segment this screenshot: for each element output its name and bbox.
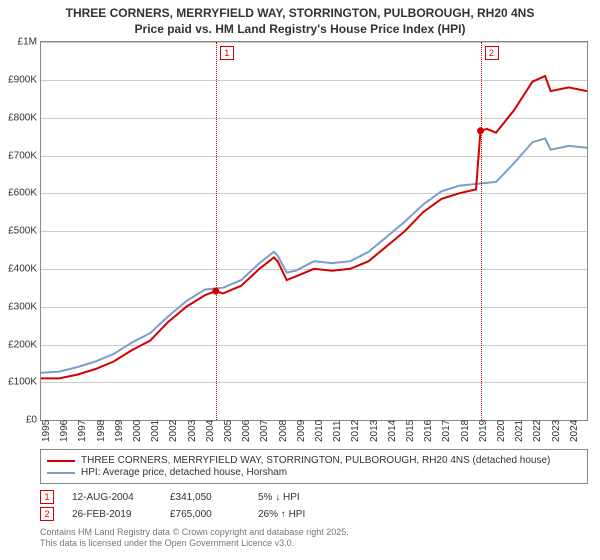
event-badge: 2 xyxy=(40,507,54,521)
x-tick-label: 2017 xyxy=(441,420,452,442)
x-tick-label: 2021 xyxy=(514,420,525,442)
legend-row-hpi: HPI: Average price, detached house, Hors… xyxy=(47,467,581,478)
event-pct: 26% ↑ HPI xyxy=(258,509,338,520)
legend: THREE CORNERS, MERRYFIELD WAY, STORRINGT… xyxy=(40,449,588,484)
event-date: 26-FEB-2019 xyxy=(72,509,152,520)
event-row: 1 12-AUG-2004 £341,050 5% ↓ HPI xyxy=(40,490,588,504)
legend-label-price-paid: THREE CORNERS, MERRYFIELD WAY, STORRINGT… xyxy=(81,455,550,466)
transaction-marker-badge: 1 xyxy=(220,46,234,60)
x-tick-label: 1996 xyxy=(59,420,70,442)
x-tick-label: 2023 xyxy=(551,420,562,442)
x-tick-label: 2010 xyxy=(314,420,325,442)
x-tick-label: 2015 xyxy=(405,420,416,442)
y-axis-ticks: £0£100K£200K£300K£400K£500K£600K£700K£80… xyxy=(3,42,39,420)
x-tick-label: 2019 xyxy=(478,420,489,442)
event-price: £341,050 xyxy=(170,492,240,503)
attribution: Contains HM Land Registry data © Crown c… xyxy=(40,527,588,549)
x-tick-label: 1998 xyxy=(96,420,107,442)
y-tick-label: £700K xyxy=(3,150,37,161)
series-price_paid xyxy=(41,76,587,378)
x-tick-label: 2014 xyxy=(387,420,398,442)
legend-row-price-paid: THREE CORNERS, MERRYFIELD WAY, STORRINGT… xyxy=(47,455,581,466)
y-tick-label: £0 xyxy=(3,415,37,426)
x-tick-label: 2018 xyxy=(460,420,471,442)
chart-lines-svg xyxy=(41,42,587,420)
y-tick-label: £500K xyxy=(3,226,37,237)
y-tick-label: £400K xyxy=(3,263,37,274)
legend-label-hpi: HPI: Average price, detached house, Hors… xyxy=(81,467,287,478)
x-tick-label: 2006 xyxy=(241,420,252,442)
x-tick-label: 2007 xyxy=(259,420,270,442)
x-tick-label: 2020 xyxy=(496,420,507,442)
transaction-marker: 1 xyxy=(216,42,217,420)
x-axis-ticks: 1995 1996 1997 1998 1999 2000 2001 2002 2003 2004… xyxy=(41,420,587,444)
x-tick-label: 1997 xyxy=(77,420,88,442)
x-tick-label: 2000 xyxy=(132,420,143,442)
event-pct: 5% ↓ HPI xyxy=(258,492,338,503)
y-tick-label: £600K xyxy=(3,188,37,199)
y-tick-label: £1M xyxy=(3,37,37,48)
title-line2: Price paid vs. HM Land Registry's House … xyxy=(135,22,466,36)
x-tick-label: 2008 xyxy=(278,420,289,442)
event-date: 12-AUG-2004 xyxy=(72,492,152,503)
title-line1: THREE CORNERS, MERRYFIELD WAY, STORRINGT… xyxy=(66,6,535,20)
y-tick-label: £900K xyxy=(3,74,37,85)
y-tick-label: £100K xyxy=(3,377,37,388)
x-tick-label: 2012 xyxy=(350,420,361,442)
x-tick-label: 2005 xyxy=(223,420,234,442)
x-tick-label: 2001 xyxy=(150,420,161,442)
x-tick-label: 2016 xyxy=(423,420,434,442)
event-badge: 1 xyxy=(40,490,54,504)
y-tick-label: £800K xyxy=(3,112,37,123)
x-tick-label: 1999 xyxy=(114,420,125,442)
x-tick-label: 1995 xyxy=(41,420,52,442)
x-tick-label: 2024 xyxy=(569,420,580,442)
legend-swatch-price-paid xyxy=(47,460,75,462)
series-hpi xyxy=(41,139,587,373)
x-tick-label: 2003 xyxy=(187,420,198,442)
transaction-marker-badge: 2 xyxy=(485,46,499,60)
event-price: £765,000 xyxy=(170,509,240,520)
x-tick-label: 2004 xyxy=(205,420,216,442)
attribution-line1: Contains HM Land Registry data © Crown c… xyxy=(40,527,349,537)
x-tick-label: 2022 xyxy=(532,420,543,442)
x-tick-label: 2011 xyxy=(332,421,343,443)
chart-plot-area: £0£100K£200K£300K£400K£500K£600K£700K£80… xyxy=(40,41,588,421)
x-tick-label: 2002 xyxy=(168,420,179,442)
transaction-events: 1 12-AUG-2004 £341,050 5% ↓ HPI 2 26-FEB-2019… xyxy=(40,490,588,521)
legend-swatch-hpi xyxy=(47,472,75,474)
x-tick-label: 2009 xyxy=(296,420,307,442)
x-tick-label: 2013 xyxy=(369,420,380,442)
attribution-line2: This data is licensed under the Open Gov… xyxy=(40,538,294,548)
transaction-marker: 2 xyxy=(481,42,482,420)
y-tick-label: £300K xyxy=(3,301,37,312)
event-row: 2 26-FEB-2019 £765,000 26% ↑ HPI xyxy=(40,507,588,521)
chart-title: THREE CORNERS, MERRYFIELD WAY, STORRINGT… xyxy=(0,0,600,37)
y-tick-label: £200K xyxy=(3,339,37,350)
